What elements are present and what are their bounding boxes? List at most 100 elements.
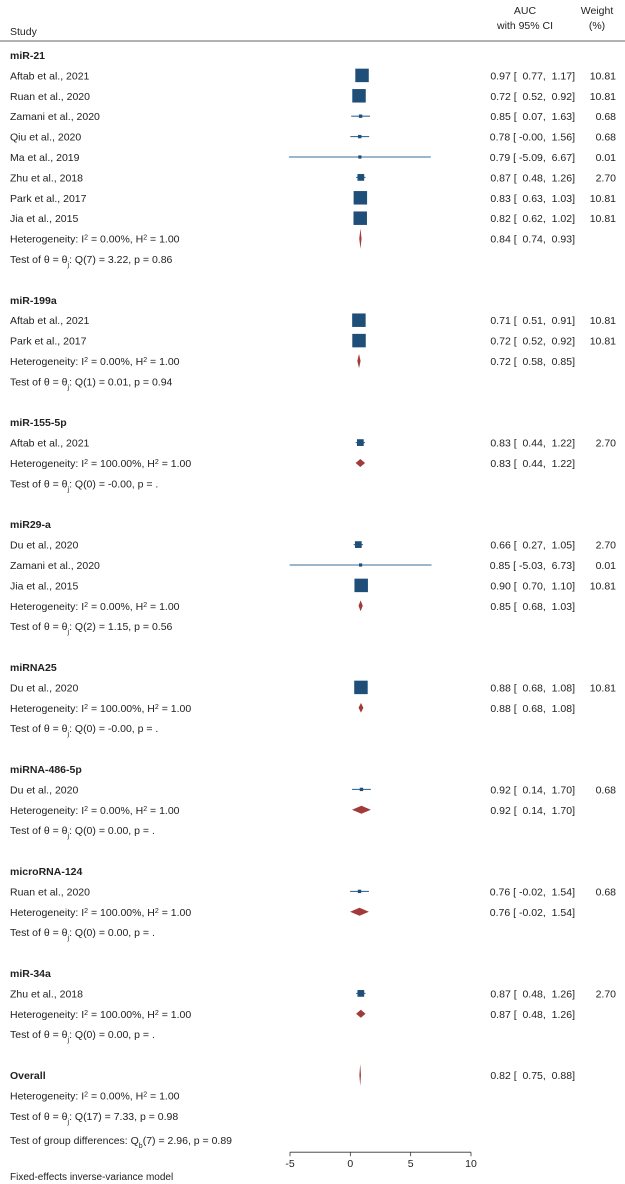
summary-diamond [352, 805, 371, 814]
homogeneity-test: Test of θ = θj: Q(0) = 0.00, p = . [10, 927, 155, 942]
overall-effect-ci: 0.82 [ 0.75, 0.88] [490, 1070, 575, 1082]
homogeneity-test: Test of θ = θj: Q(0) = 0.00, p = . [10, 1029, 155, 1044]
heterogeneity-label: Heterogeneity: I2 = 0.00%, H2 = 1.00 [10, 234, 180, 246]
study-effect-ci: 0.85 [ 0.07, 1.63] [490, 111, 575, 123]
study-label: Ruan et al., 2020 [10, 91, 90, 103]
study-label: Jia et al., 2015 [10, 580, 78, 592]
subgroup-effect-ci: 0.92 [ 0.14, 1.70] [490, 805, 575, 817]
study-weight: 0.01 [596, 560, 617, 572]
overall-heterogeneity: Heterogeneity: I2 = 0.00%, H2 = 1.00 [10, 1090, 180, 1102]
study-label: Park et al., 2017 [10, 336, 87, 348]
study-marker [358, 155, 362, 159]
study-marker [359, 787, 364, 792]
study-weight: 10.81 [590, 336, 616, 348]
homogeneity-test: Test of θ = θj: Q(7) = 3.22, p = 0.86 [10, 254, 173, 269]
model-note: Fixed-effects inverse-variance model [10, 1172, 173, 1183]
homogeneity-test: Test of θ = θj: Q(0) = -0.00, p = . [10, 478, 158, 493]
study-effect-ci: 0.87 [ 0.48, 1.26] [490, 172, 575, 184]
study-marker [354, 541, 362, 548]
study-label: Qiu et al., 2020 [10, 132, 81, 144]
study-weight: 10.81 [590, 315, 616, 327]
study-effect-ci: 0.76 [ -0.02, 1.54] [490, 886, 575, 898]
overall-homogeneity-test: Test of θ = θj: Q(17) = 7.33, p = 0.98 [10, 1111, 178, 1126]
study-marker [352, 333, 366, 348]
subgroup-title: microRNA-124 [10, 866, 83, 878]
subgroup-effect-ci: 0.76 [ -0.02, 1.54] [490, 907, 575, 919]
study-label: Zamani et al., 2020 [10, 111, 100, 123]
study-marker [352, 313, 366, 327]
overall-title: Overall [10, 1070, 46, 1082]
table-header: Study AUC with 95% CI Weight (%) [0, 5, 625, 42]
heterogeneity-label: Heterogeneity: I2 = 100.00%, H2 = 1.00 [10, 458, 191, 470]
homogeneity-test: Test of θ = θj: Q(0) = -0.00, p = . [10, 723, 158, 738]
homogeneity-test: Test of θ = θj: Q(1) = 0.01, p = 0.94 [10, 376, 173, 391]
x-tick-label: 5 [408, 1158, 414, 1170]
study-label: Zhu et al., 2018 [10, 988, 83, 1000]
study-marker [353, 211, 367, 225]
homogeneity-test: Test of θ = θj: Q(0) = 0.00, p = . [10, 825, 155, 840]
study-column-header: Study [10, 26, 38, 38]
effect-column-header-line2: with 95% CI [496, 20, 553, 32]
study-label: Zamani et al., 2020 [10, 560, 100, 572]
homogeneity-test: Test of θ = θj: Q(2) = 1.15, p = 0.56 [10, 621, 173, 636]
summary-diamond [359, 1064, 361, 1086]
x-axis: -5 0 5 10 Fixed-effects inverse-variance mod… [10, 1151, 477, 1183]
study-label: Du et al., 2020 [10, 784, 78, 796]
study-weight: 0.68 [596, 111, 617, 123]
study-label: Ma et al., 2019 [10, 152, 80, 164]
study-marker [354, 680, 368, 695]
study-marker [358, 134, 362, 139]
study-marker [352, 89, 366, 103]
summary-diamond [356, 1009, 366, 1018]
study-weight: 2.70 [596, 988, 617, 1000]
study-effect-ci: 0.85 [ -5.03, 6.73] [490, 560, 575, 572]
study-marker [358, 563, 363, 567]
study-marker [358, 114, 363, 118]
study-weight: 0.68 [596, 132, 617, 144]
study-label: Park et al., 2017 [10, 193, 87, 205]
effect-column-header-line1: AUC [514, 5, 537, 17]
group-differences-test: Test of group differences: Qb(7) = 2.96,… [10, 1135, 232, 1150]
subgroup-effect-ci: 0.85 [ 0.68, 1.03] [490, 601, 575, 613]
subgroup-effect-ci: 0.84 [ 0.74, 0.93] [490, 234, 575, 246]
subgroup-title: miRNA-486-5p [10, 764, 82, 776]
subgroup-title: miRNA25 [10, 662, 57, 674]
subgroup-title: miR-21 [10, 50, 45, 62]
study-effect-ci: 0.82 [ 0.62, 1.02] [490, 213, 575, 225]
heterogeneity-label: Heterogeneity: I2 = 0.00%, H2 = 1.00 [10, 356, 180, 368]
study-label: Aftab et al., 2021 [10, 438, 90, 450]
study-weight: 10.81 [590, 580, 616, 592]
study-label: Ruan et al., 2020 [10, 886, 90, 898]
heterogeneity-label: Heterogeneity: I2 = 100.00%, H2 = 1.00 [10, 1009, 191, 1021]
forest-rows: miR-21 Aftab et al., 2021 0.97 [ 0.77, 1.1… [10, 50, 616, 1150]
study-weight: 0.68 [596, 784, 617, 796]
study-label: Du et al., 2020 [10, 682, 78, 694]
study-marker [357, 990, 365, 997]
heterogeneity-label: Heterogeneity: I2 = 0.00%, H2 = 1.00 [10, 805, 180, 817]
study-marker [353, 191, 368, 205]
subgroup-effect-ci: 0.83 [ 0.44, 1.22] [490, 458, 575, 470]
study-weight: 10.81 [590, 193, 616, 205]
study-label: Zhu et al., 2018 [10, 172, 83, 184]
study-effect-ci: 0.71 [ 0.51, 0.91] [490, 315, 575, 327]
study-label: Jia et al., 2015 [10, 213, 78, 225]
subgroup-title: miR-34a [10, 968, 51, 980]
summary-diamond [359, 228, 362, 249]
study-weight: 2.70 [596, 172, 617, 184]
study-effect-ci: 0.87 [ 0.48, 1.26] [490, 988, 575, 1000]
summary-diamond [358, 703, 364, 713]
study-weight: 10.81 [590, 682, 616, 694]
study-effect-ci: 0.66 [ 0.27, 1.05] [490, 540, 575, 552]
summary-diamond [358, 600, 363, 612]
study-effect-ci: 0.72 [ 0.52, 0.92] [490, 91, 575, 103]
study-weight: 2.70 [596, 540, 617, 552]
study-marker [357, 174, 365, 181]
study-weight: 0.01 [596, 152, 617, 164]
study-weight: 10.81 [590, 91, 616, 103]
weight-column-header-line2: (%) [589, 20, 605, 32]
summary-diamond [350, 907, 369, 916]
subgroup-effect-ci: 0.87 [ 0.48, 1.26] [490, 1009, 575, 1021]
heterogeneity-label: Heterogeneity: I2 = 100.00%, H2 = 1.00 [10, 703, 191, 715]
study-effect-ci: 0.79 [ -5.09, 6.67] [490, 152, 575, 164]
study-effect-ci: 0.83 [ 0.63, 1.03] [490, 193, 575, 205]
